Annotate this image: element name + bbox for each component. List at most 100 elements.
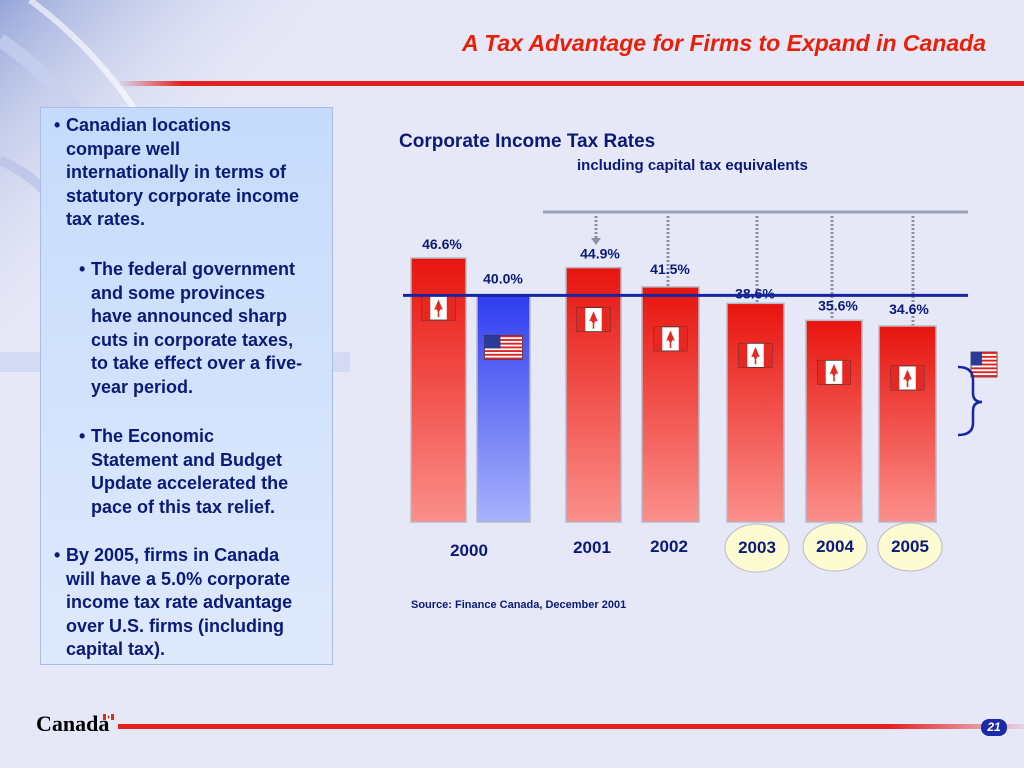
bar-value-label: 41.5% (650, 261, 690, 277)
bar-value-label: 38.6% (735, 285, 775, 301)
maple-stem (906, 382, 909, 388)
bullet-4-line: capital tax). (66, 639, 166, 660)
flag-band (915, 365, 924, 390)
year-highlight (802, 522, 868, 572)
us-flag-icon (484, 334, 523, 360)
flag-stripe (971, 359, 997, 362)
bullet-1-line: Canadian locations (66, 115, 232, 135)
flag-band (654, 326, 663, 351)
flag-stripe (484, 346, 523, 349)
bar-us (476, 294, 531, 523)
flag-band (739, 343, 748, 368)
bullet-4-line: income tax rate advantage (66, 592, 293, 613)
maple-leaf (903, 369, 912, 384)
bullet-3-line: The Economic (91, 426, 215, 446)
flag-stripe (971, 371, 997, 374)
text-panel (40, 107, 333, 665)
bar-canada (805, 319, 863, 523)
flag-stripe (971, 375, 997, 377)
flag-stripe (971, 367, 997, 370)
bar-value-label: 40.0% (483, 270, 523, 286)
bullet-4-line: By 2005, firms in Canada (66, 545, 280, 565)
flag-band (678, 326, 687, 351)
canada-flag-icon (653, 326, 688, 352)
bullet-2-line: and some provinces (91, 282, 266, 303)
flag-stripe (484, 357, 523, 360)
flag-band (601, 307, 610, 332)
bullet-4: • By 2005, firms in Canada will have a 5… (54, 544, 330, 662)
maple-leaf (589, 311, 598, 325)
canada-flag-icon (817, 359, 851, 385)
footer-rule (118, 724, 1024, 729)
flag-stripe (971, 363, 997, 366)
year-label: 2002 (650, 537, 688, 556)
flag-stripe (971, 352, 997, 354)
bullet-2-line: have announced sharp (91, 306, 288, 327)
bar-value-label: 35.6% (818, 297, 858, 313)
maple-leaf (434, 299, 443, 314)
bullet-1: • Canadian locations compare well intern… (54, 114, 330, 232)
maple-stem (833, 376, 835, 382)
flag-band (842, 360, 851, 385)
bullet-3-line: pace of this tax relief. (91, 496, 276, 517)
advantage-brace (957, 365, 983, 437)
year-label: 2001 (573, 538, 611, 557)
bar-value-label: 46.6% (422, 236, 462, 252)
flag-band (446, 296, 455, 320)
flag-band (577, 307, 586, 332)
canada-flag-icon (738, 342, 773, 368)
bullet-dot: • (79, 426, 86, 446)
wordmark-flag-icon (103, 714, 114, 720)
bullet-dot: • (79, 259, 86, 279)
bullet-1-line: compare well (66, 138, 181, 159)
flag-stripe (484, 353, 523, 356)
flag-stripe (484, 335, 523, 338)
year-highlight (877, 522, 943, 572)
bullet-3-line: Statement and Budget (91, 449, 283, 470)
title-rule (118, 81, 1024, 86)
flag-stripe (971, 355, 997, 358)
bullet-2: • The federal government and some provin… (79, 258, 329, 400)
flag-canton (971, 352, 982, 366)
bullet-4-line: over U.S. firms (including (66, 615, 285, 636)
flag-stripe (484, 342, 523, 345)
bar-canada (726, 302, 785, 523)
slide-title: A Tax Advantage for Firms to Expand in C… (462, 30, 986, 56)
chart-source: Source: Finance Canada, December 2001 (411, 599, 627, 611)
canada-flag-icon (421, 295, 456, 321)
flag-band (891, 365, 900, 390)
bullet-1-line: tax rates. (66, 209, 146, 230)
maple-stem (754, 359, 757, 365)
bullet-1-line: internationally in terms of (66, 162, 287, 183)
year-label: 2003 (738, 538, 776, 557)
bar-value-label: 44.9% (580, 246, 620, 262)
canada-wordmark: Canada (36, 711, 110, 736)
bullet-dot: • (54, 115, 61, 135)
bullet-3-line: Update accelerated the (91, 473, 289, 494)
flag-stripe (484, 350, 523, 353)
flag-canton (484, 335, 501, 349)
maple-stem (592, 323, 595, 329)
bullet-3: • The Economic Statement and Budget Upda… (79, 425, 329, 519)
year-label: 2004 (816, 537, 854, 556)
page-number: 21 (981, 719, 1007, 736)
maple-leaf (829, 363, 839, 378)
year-highlight (724, 523, 790, 573)
bullet-dot: • (54, 545, 61, 565)
bar-canada (641, 286, 700, 523)
flag-stripe (484, 339, 523, 341)
bullet-2-line: cuts in corporate taxes, (91, 329, 294, 350)
bullet-1-line: statutory corporate income (66, 185, 300, 206)
us-reference-flag-icon (970, 351, 998, 378)
bullet-4-line: will have a 5.0% corporate (66, 568, 291, 589)
canada-flag-icon (890, 365, 925, 391)
maple-leaf (666, 330, 675, 345)
maple-leaf (751, 346, 760, 361)
maple-stem (437, 312, 440, 318)
bullet-2-line: to take effect over a five- (91, 353, 303, 374)
bar-canada (565, 266, 622, 523)
flag-band (817, 360, 826, 385)
flag-band (422, 296, 431, 320)
chart-subtitle: including capital tax equivalents (577, 157, 808, 174)
